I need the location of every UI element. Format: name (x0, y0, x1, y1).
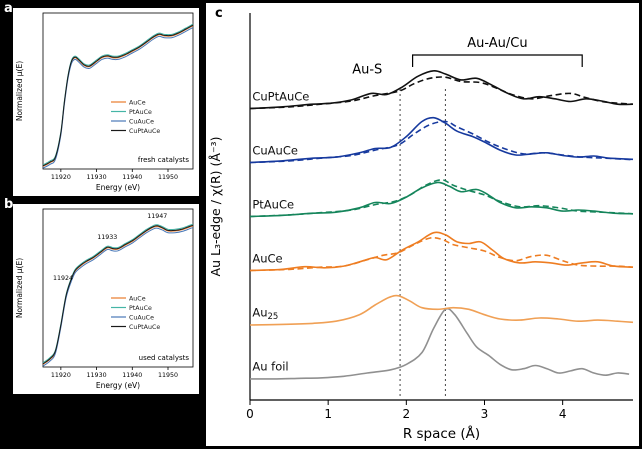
legend-label-PtAuCe: PtAuCe (129, 109, 152, 116)
curve-CuAuCe (42, 227, 194, 367)
series-label-Au25: Au25 (252, 305, 278, 322)
panel-b-letter: b (4, 197, 14, 212)
x-tick-label: 1 (324, 407, 332, 421)
bracket (412, 54, 583, 67)
curve-Au foil-solid (249, 307, 630, 380)
curve-CuPtAuCe-solid (249, 69, 634, 110)
curve-Au25-solid (249, 294, 634, 326)
y-axis-label: Normalized μ(E) (15, 61, 24, 121)
x-tick-label: 0 (246, 407, 254, 421)
y-axis-label: Normalized μ(E) (15, 258, 24, 318)
curve-CuPtAuCe (42, 224, 194, 365)
legend-label-CuAuCe: CuAuCe (129, 118, 154, 125)
curve-AuCe-dashed (249, 236, 634, 272)
peak-label-11947: 11947 (147, 213, 167, 220)
legend-label-AuCe: AuCe (129, 99, 146, 106)
curve-CuPtAuCe-dashed (249, 76, 634, 110)
legend-label-CuPtAuCe: CuPtAuCe (129, 128, 160, 135)
x-tick-label: 11920 (51, 372, 71, 379)
curve-AuCe-solid (249, 231, 634, 272)
y-axis-label: Au L₃-edge / χ(R) (Å⁻³) (208, 137, 223, 277)
bracket-label: Au-Au/Cu (467, 36, 527, 51)
curve-PtAuCe-solid (249, 181, 634, 218)
curve-CuAuCe (42, 26, 194, 169)
x-axis-label: Energy (eV) (96, 381, 140, 390)
x-tick-label: 3 (481, 407, 489, 421)
peak-label-11933: 11933 (97, 234, 117, 241)
series-label-PtAuCe: PtAuCe (252, 197, 294, 211)
series-label-CuAuCe: CuAuCe (252, 143, 298, 157)
curve-PtAuCe-dashed (249, 178, 634, 218)
x-tick-label: 11930 (87, 372, 107, 379)
x-tick-label: 11920 (51, 174, 71, 181)
panel-c-letter: c (215, 6, 223, 21)
panel-c: c 0 1 2 3 4 R space (Å) Au L₃-edge / χ(R) (Å⁻³… (206, 3, 639, 446)
plot-frame (42, 208, 194, 368)
panel-b-chart: 11920 11930 11940 11950 Energy (eV) Normalize… (15, 208, 194, 390)
peak-label-11924: 11924 (53, 275, 73, 282)
x-axis-label: R space (Å) (403, 425, 480, 442)
peak-label: Au-S (352, 62, 382, 77)
curve-PtAuCe (42, 223, 194, 364)
x-tick-label: 11930 (87, 174, 107, 181)
x-tick-label: 11950 (158, 174, 178, 181)
note-label: used catalysts (139, 354, 190, 362)
legend-label-PtAuCe: PtAuCe (129, 305, 152, 312)
curve-CuAuCe-solid (249, 116, 634, 164)
series-label-AuCe: AuCe (252, 251, 282, 265)
note-label: fresh catalysts (138, 156, 189, 164)
legend-label-CuPtAuCe: CuPtAuCe (129, 324, 160, 331)
panel-a-chart: 11920 11930 11940 11950 Energy (eV) Normalize… (15, 12, 194, 192)
x-tick-label: 4 (559, 407, 567, 421)
series-label-Au foil: Au foil (252, 359, 288, 373)
panel-c-chart: 0 1 2 3 4 R space (Å) Au L₃-edge / χ(R) (Å⁻³) A… (208, 13, 634, 442)
legend-label-AuCe: AuCe (129, 295, 146, 302)
plot-frame (42, 12, 194, 170)
series-label-subscript: 25 (268, 312, 279, 322)
x-tick-label: 11940 (122, 174, 142, 181)
x-tick-label: 11950 (158, 372, 178, 379)
series-label-CuPtAuCe: CuPtAuCe (252, 89, 309, 103)
panel-a: 11920 11930 11940 11950 Energy (eV) Normalize… (13, 8, 199, 196)
x-axis-label: Energy (eV) (96, 183, 140, 192)
x-tick-label: 2 (403, 407, 411, 421)
legend-label-CuAuCe: CuAuCe (129, 314, 154, 321)
panel-b: 11920 11930 11940 11950 Energy (eV) Normalize… (13, 204, 199, 394)
panel-a-letter: a (4, 1, 13, 16)
curve-CuPtAuCe (42, 24, 194, 167)
x-tick-label: 11940 (122, 372, 142, 379)
